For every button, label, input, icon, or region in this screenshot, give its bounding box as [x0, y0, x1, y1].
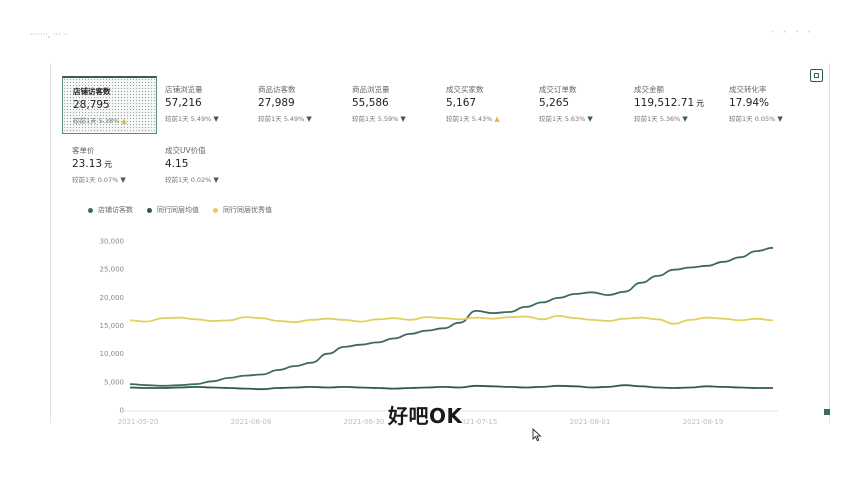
legend-label: 同行同层均值 [157, 206, 199, 214]
metric-value: 27,989 [258, 97, 295, 109]
metric-label: 店铺浏览量 [165, 85, 203, 94]
fullscreen-icon[interactable] [810, 69, 823, 82]
metric-label: 成交金额 [634, 85, 664, 94]
metric-value: 5,167 [446, 97, 477, 109]
metric-label: 商品访客数 [258, 85, 296, 94]
metric-card[interactable]: 成交买家数 5,167 较前1天 5.43% ▲ [436, 76, 531, 134]
metric-unit: 元 [104, 160, 113, 169]
legend-label: 店铺访客数 [98, 206, 133, 214]
metric-value: 28,795 [73, 99, 110, 111]
metric-value: 57,216 [165, 97, 202, 109]
metric-value: 23.13 元 [72, 158, 113, 170]
video-subtitle: 好吧OK [388, 404, 463, 428]
metric-label: 商品浏览量 [352, 85, 390, 94]
trend-arrow-icon: ▲ [121, 117, 127, 125]
metric-value: 17.94% [729, 97, 770, 109]
legend-item-store-visitors[interactable]: 店铺访客数 [88, 204, 133, 216]
metric-comparison: 较前1天 5.38% ▲ [73, 117, 127, 125]
metric-comparison: 较前1天 5.49% ▼ [258, 115, 312, 123]
breadcrumb: ·······, ··· ·· [30, 30, 69, 39]
metric-comparison: 较前1天 0.05% ▼ [729, 115, 783, 123]
metric-comparison: 较前1天 0.07% ▼ [72, 176, 126, 184]
trend-arrow-icon: ▼ [682, 115, 688, 123]
metric-card[interactable]: 成交UV价值 4.15 较前1天 0.02% ▼ [155, 137, 250, 195]
chart-legend: 店铺访客数 同行同层均值 同行同层优秀值 [88, 204, 272, 216]
trend-arrow-icon: ▼ [213, 176, 219, 184]
metric-value: 55,586 [352, 97, 389, 109]
legend-dot [213, 207, 218, 213]
metric-label: 店铺访客数 [73, 87, 111, 96]
trend-arrow-icon: ▼ [777, 115, 783, 123]
metric-card[interactable]: 成交订单数 5,265 较前1天 5.63% ▼ [529, 76, 624, 134]
metric-card[interactable]: 商品访客数 27,989 较前1天 5.49% ▼ [248, 76, 343, 134]
trend-arrow-icon: ▼ [400, 115, 406, 123]
legend-dot [147, 207, 152, 213]
metric-label: 客单价 [72, 146, 95, 155]
legend-dot [88, 207, 93, 213]
metric-comparison: 较前1天 5.63% ▼ [539, 115, 593, 123]
metric-comparison: 较前1天 0.02% ▼ [165, 176, 219, 184]
metric-comparison: 较前1天 5.59% ▼ [352, 115, 406, 123]
metric-value: 5,265 [539, 97, 570, 109]
dashboard-panel [50, 63, 830, 423]
metric-card[interactable]: 商品浏览量 55,586 较前1天 5.59% ▼ [342, 76, 437, 134]
trend-arrow-icon: ▼ [213, 115, 219, 123]
metric-card[interactable]: 店铺访客数 28,795 较前1天 5.38% ▲ [62, 76, 157, 134]
metric-value: 119,512.71 元 [634, 97, 705, 109]
metric-label: 成交订单数 [539, 85, 577, 94]
metric-comparison: 较前1天 5.43% ▲ [446, 115, 500, 123]
metric-label: 成交买家数 [446, 85, 484, 94]
metric-value: 4.15 [165, 158, 189, 170]
metric-comparison: 较前1天 5.36% ▼ [634, 115, 688, 123]
legend-label: 同行同层优秀值 [223, 206, 272, 214]
metric-card[interactable]: 客单价 23.13 元较前1天 0.07% ▼ [62, 137, 157, 195]
mouse-cursor-icon [532, 428, 542, 442]
metric-unit: 元 [696, 99, 705, 108]
trend-arrow-icon: ▼ [120, 176, 126, 184]
trend-arrow-icon: ▲ [494, 115, 500, 123]
legend-item-peer-excellent[interactable]: 同行同层优秀值 [213, 204, 272, 216]
scroll-marker[interactable] [824, 409, 830, 415]
metric-comparison: 较前1天 5.49% ▼ [165, 115, 219, 123]
metric-card[interactable]: 成交金额 119,512.71 元较前1天 5.36% ▼ [624, 76, 719, 134]
metric-card[interactable]: 店铺浏览量 57,216 较前1天 5.49% ▼ [155, 76, 250, 134]
metric-label: 成交UV价值 [165, 146, 206, 155]
trend-arrow-icon: ▼ [587, 115, 593, 123]
trend-arrow-icon: ▼ [306, 115, 312, 123]
metric-label: 成交转化率 [729, 85, 767, 94]
metric-card[interactable]: 成交转化率 17.94% 较前1天 0.05% ▼ [719, 76, 814, 134]
legend-item-peer-average[interactable]: 同行同层均值 [147, 204, 199, 216]
watermark-logo: · · · · [770, 22, 813, 41]
